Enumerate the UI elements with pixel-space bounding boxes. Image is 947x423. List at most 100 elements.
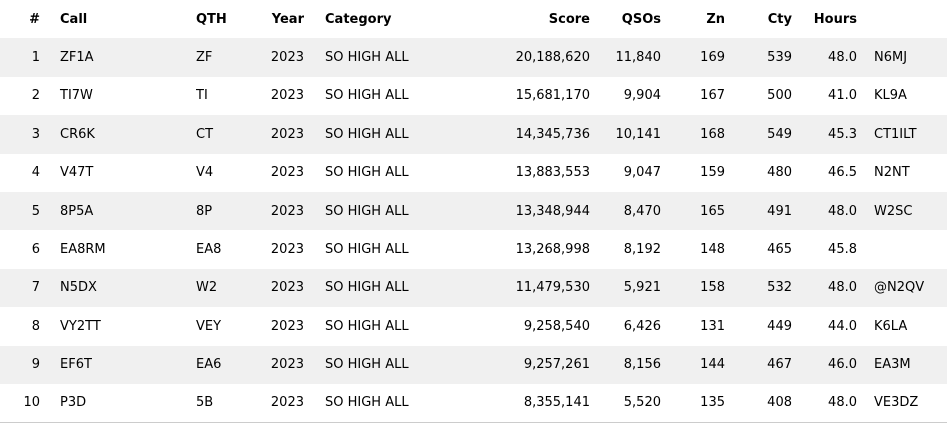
cell-category: SO HIGH ALL: [325, 88, 409, 104]
column-header-rank: #: [0, 0, 40, 39]
cell-qth: VEY: [196, 318, 222, 334]
table-row: 4 V47T V4 2023 SO HIGH ALL 13,883,553 9,047 159…: [0, 153, 947, 192]
cell-cty: 465: [767, 242, 792, 258]
cell-qth: ZF: [196, 50, 213, 66]
cell-year: 2023: [270, 88, 304, 104]
cell-zn: 131: [700, 318, 725, 334]
cell-cty: 532: [767, 280, 792, 296]
cell-operator: CT1ILT: [874, 126, 917, 142]
cell-cty: 491: [767, 203, 792, 219]
cell-hours: 48.0: [828, 395, 857, 411]
column-header-operator: [857, 0, 947, 39]
cell-score: 14,345,736: [515, 126, 590, 142]
column-header-hours: Hours: [792, 0, 857, 39]
column-header-score: Score: [430, 0, 590, 39]
cell-call: EF6T: [60, 357, 92, 373]
cell-zn: 135: [700, 395, 725, 411]
table-row: 2 TI7W TI 2023 SO HIGH ALL 15,681,170 9,904 167…: [0, 76, 947, 116]
cell-score: 11,479,530: [515, 280, 590, 296]
cell-category: SO HIGH ALL: [325, 280, 409, 296]
cell-qsos: 11,840: [615, 50, 662, 66]
cell-operator: N6MJ: [874, 50, 908, 66]
cell-rank: 5: [31, 203, 40, 219]
cell-year: 2023: [270, 280, 304, 296]
table-row: 10 P3D 5B 2023 SO HIGH ALL 8,355,141 5,520 135 4…: [0, 383, 947, 423]
cell-call: CR6K: [60, 126, 95, 142]
cell-category: SO HIGH ALL: [325, 165, 409, 181]
cell-zn: 159: [700, 165, 725, 181]
cell-year: 2023: [270, 126, 304, 142]
cell-score: 15,681,170: [515, 88, 590, 104]
cell-qsos: 8,470: [623, 203, 661, 219]
cell-category: SO HIGH ALL: [325, 395, 409, 411]
cell-qth: CT: [196, 126, 214, 142]
cell-year: 2023: [270, 165, 304, 181]
cell-cty: 539: [767, 50, 792, 66]
cell-score: 20,188,620: [515, 50, 590, 66]
cell-qsos: 9,047: [623, 165, 661, 181]
table-row: 3 CR6K CT 2023 SO HIGH ALL 14,345,736 10,141 16…: [0, 115, 947, 154]
cell-score: 13,268,998: [515, 242, 590, 258]
cell-call: ZF1A: [60, 50, 94, 66]
cell-score: 9,258,540: [523, 318, 590, 334]
cell-call: 8P5A: [60, 203, 94, 219]
cell-rank: 4: [31, 165, 40, 181]
cell-zn: 169: [700, 50, 725, 66]
cell-qth: V4: [196, 165, 214, 181]
cell-operator: W2SC: [874, 203, 913, 219]
cell-qsos: 9,904: [623, 88, 661, 104]
table-row: 9 EF6T EA6 2023 SO HIGH ALL 9,257,261 8,156 144…: [0, 345, 947, 384]
cell-zn: 167: [700, 88, 725, 104]
table-row: 5 8P5A 8P 2023 SO HIGH ALL 13,348,944 8,470 165…: [0, 191, 947, 231]
cell-operator: [857, 230, 947, 268]
cell-hours: 45.8: [828, 242, 857, 258]
column-header-zn: Zn: [661, 0, 725, 39]
cell-qth: W2: [196, 280, 218, 296]
table-row: 1 ZF1A ZF 2023 SO HIGH ALL 20,188,620 11,840 16…: [0, 38, 947, 77]
cell-year: 2023: [270, 203, 304, 219]
cell-category: SO HIGH ALL: [325, 126, 409, 142]
cell-rank: 7: [31, 280, 40, 296]
cell-rank: 10: [23, 395, 40, 411]
cell-year: 2023: [270, 357, 304, 373]
cell-zn: 165: [700, 203, 725, 219]
cell-qsos: 8,156: [623, 357, 661, 373]
cell-year: 2023: [270, 318, 304, 334]
cell-hours: 48.0: [828, 280, 857, 296]
cell-operator: VE3DZ: [874, 395, 919, 411]
table-head: # Call QTH Year Category Score QSOs Zn Cty Hours: [0, 0, 947, 39]
cell-qsos: 8,192: [623, 242, 661, 258]
cell-qth: 5B: [196, 395, 214, 411]
table-row: 7 N5DX W2 2023 SO HIGH ALL 11,479,530 5,921 158…: [0, 268, 947, 308]
cell-call: TI7W: [60, 88, 93, 104]
cell-zn: 158: [700, 280, 725, 296]
cell-hours: 45.3: [828, 126, 857, 142]
cell-hours: 44.0: [828, 318, 857, 334]
cell-qsos: 10,141: [615, 126, 662, 142]
cell-rank: 9: [31, 357, 40, 373]
column-header-qth: QTH: [196, 0, 266, 39]
cell-cty: 480: [767, 165, 792, 181]
cell-qsos: 5,520: [623, 395, 661, 411]
cell-call: N5DX: [60, 280, 97, 296]
cell-qth: EA8: [196, 242, 222, 258]
column-header-cty: Cty: [725, 0, 792, 39]
cell-rank: 6: [31, 242, 40, 258]
cell-operator: KL9A: [874, 88, 907, 104]
cell-qsos: 6,426: [623, 318, 661, 334]
cell-category: SO HIGH ALL: [325, 50, 409, 66]
cell-operator: N2NT: [874, 165, 910, 181]
cell-call: V47T: [60, 165, 94, 181]
cell-qsos: 5,921: [623, 280, 661, 296]
cell-year: 2023: [270, 50, 304, 66]
table-row: 8 VY2TT VEY 2023 SO HIGH ALL 9,258,540 6,426 13…: [0, 307, 947, 346]
cell-category: SO HIGH ALL: [325, 242, 409, 258]
cell-category: SO HIGH ALL: [325, 357, 409, 373]
cell-qth: TI: [196, 88, 208, 104]
column-header-qsos: QSOs: [590, 0, 661, 39]
cell-score: 13,883,553: [515, 165, 590, 181]
cell-rank: 8: [31, 318, 40, 334]
cell-call: P3D: [60, 395, 87, 411]
cell-cty: 549: [767, 126, 792, 142]
